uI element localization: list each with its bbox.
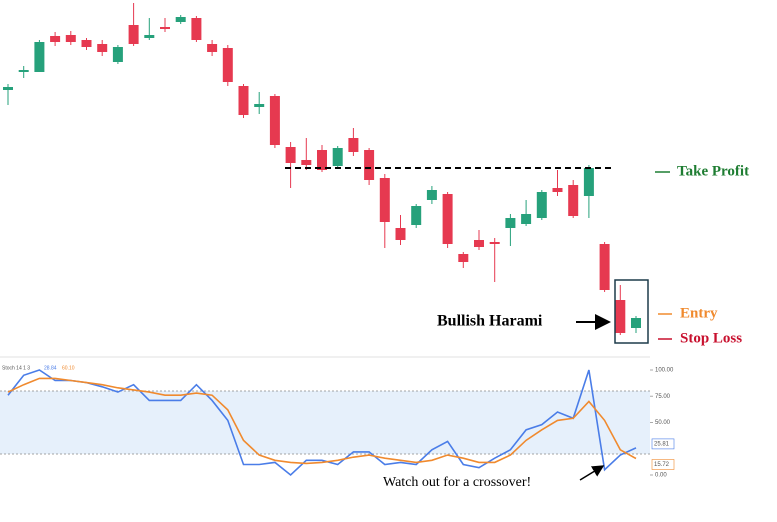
candle-body	[18, 70, 29, 72]
crossover-arrow	[579, 465, 605, 481]
candle-body	[160, 27, 170, 29]
candle-body	[207, 44, 218, 52]
candle-body	[521, 214, 532, 224]
candle-body	[395, 228, 406, 240]
candle-body	[34, 42, 45, 72]
candle-body	[191, 18, 202, 40]
entry-label: Entry	[680, 305, 718, 321]
candle-body	[222, 48, 233, 82]
candle-body	[348, 138, 359, 152]
candle-body	[128, 25, 139, 44]
candle-body	[489, 242, 500, 244]
candle-body	[81, 40, 92, 47]
candle-body	[254, 104, 265, 107]
price-panel	[3, 3, 641, 335]
candle-body	[50, 36, 61, 42]
crossover-label: Watch out for a crossover!	[383, 475, 531, 490]
band-fill	[0, 391, 650, 454]
candle-body	[411, 206, 422, 225]
last-value-label: 25.81	[654, 441, 670, 447]
candle-body	[505, 218, 516, 228]
last-value-box	[651, 459, 675, 470]
y-tick-label: 50.00	[655, 420, 671, 426]
candle-body	[536, 192, 547, 218]
stoch-line	[7, 369, 637, 477]
legend-value: 28.84	[44, 365, 57, 371]
candle-body	[175, 17, 186, 22]
candle-body	[285, 147, 296, 163]
candle-body	[238, 86, 249, 115]
candle-body	[379, 178, 390, 222]
pattern-label: Bullish Harami	[437, 313, 543, 330]
candle-body	[615, 300, 626, 333]
candle-body	[568, 185, 579, 216]
candle-body	[317, 150, 327, 170]
candle-body	[301, 160, 312, 165]
y-tick-label: 100.00	[655, 368, 674, 374]
candle-body	[364, 150, 375, 180]
y-tick-label: 75.00	[655, 394, 671, 400]
candle-body	[552, 188, 563, 192]
stop-loss-label: Stop Loss	[680, 330, 742, 346]
harami-box	[614, 279, 649, 344]
candle-body	[426, 190, 437, 200]
legend-label: Stoch 14 1 3	[2, 365, 30, 371]
candle-body	[144, 35, 155, 38]
stoch-line	[7, 377, 637, 465]
candle-body	[474, 240, 484, 247]
stoch-panel: 100.00 75.00 50.00 0.00 25.81 28.84 15.72 60.10…	[0, 365, 675, 479]
candle-body	[332, 148, 343, 166]
candle-body	[583, 168, 594, 196]
candle-body	[112, 47, 123, 62]
candle-body	[269, 96, 280, 145]
last-value-label: 15.72	[654, 462, 670, 468]
candle-body	[3, 87, 13, 90]
candle-body	[599, 244, 610, 290]
candle-body	[97, 44, 108, 52]
candle-body	[631, 318, 641, 328]
last-value-box	[651, 438, 675, 450]
y-tick-label: 0.00	[655, 473, 667, 479]
candle-body	[442, 194, 453, 244]
take-profit-label: Take Profit	[677, 163, 749, 179]
candle-body	[65, 35, 76, 42]
legend-value: 60.10	[62, 365, 75, 371]
candle-body	[458, 254, 469, 262]
